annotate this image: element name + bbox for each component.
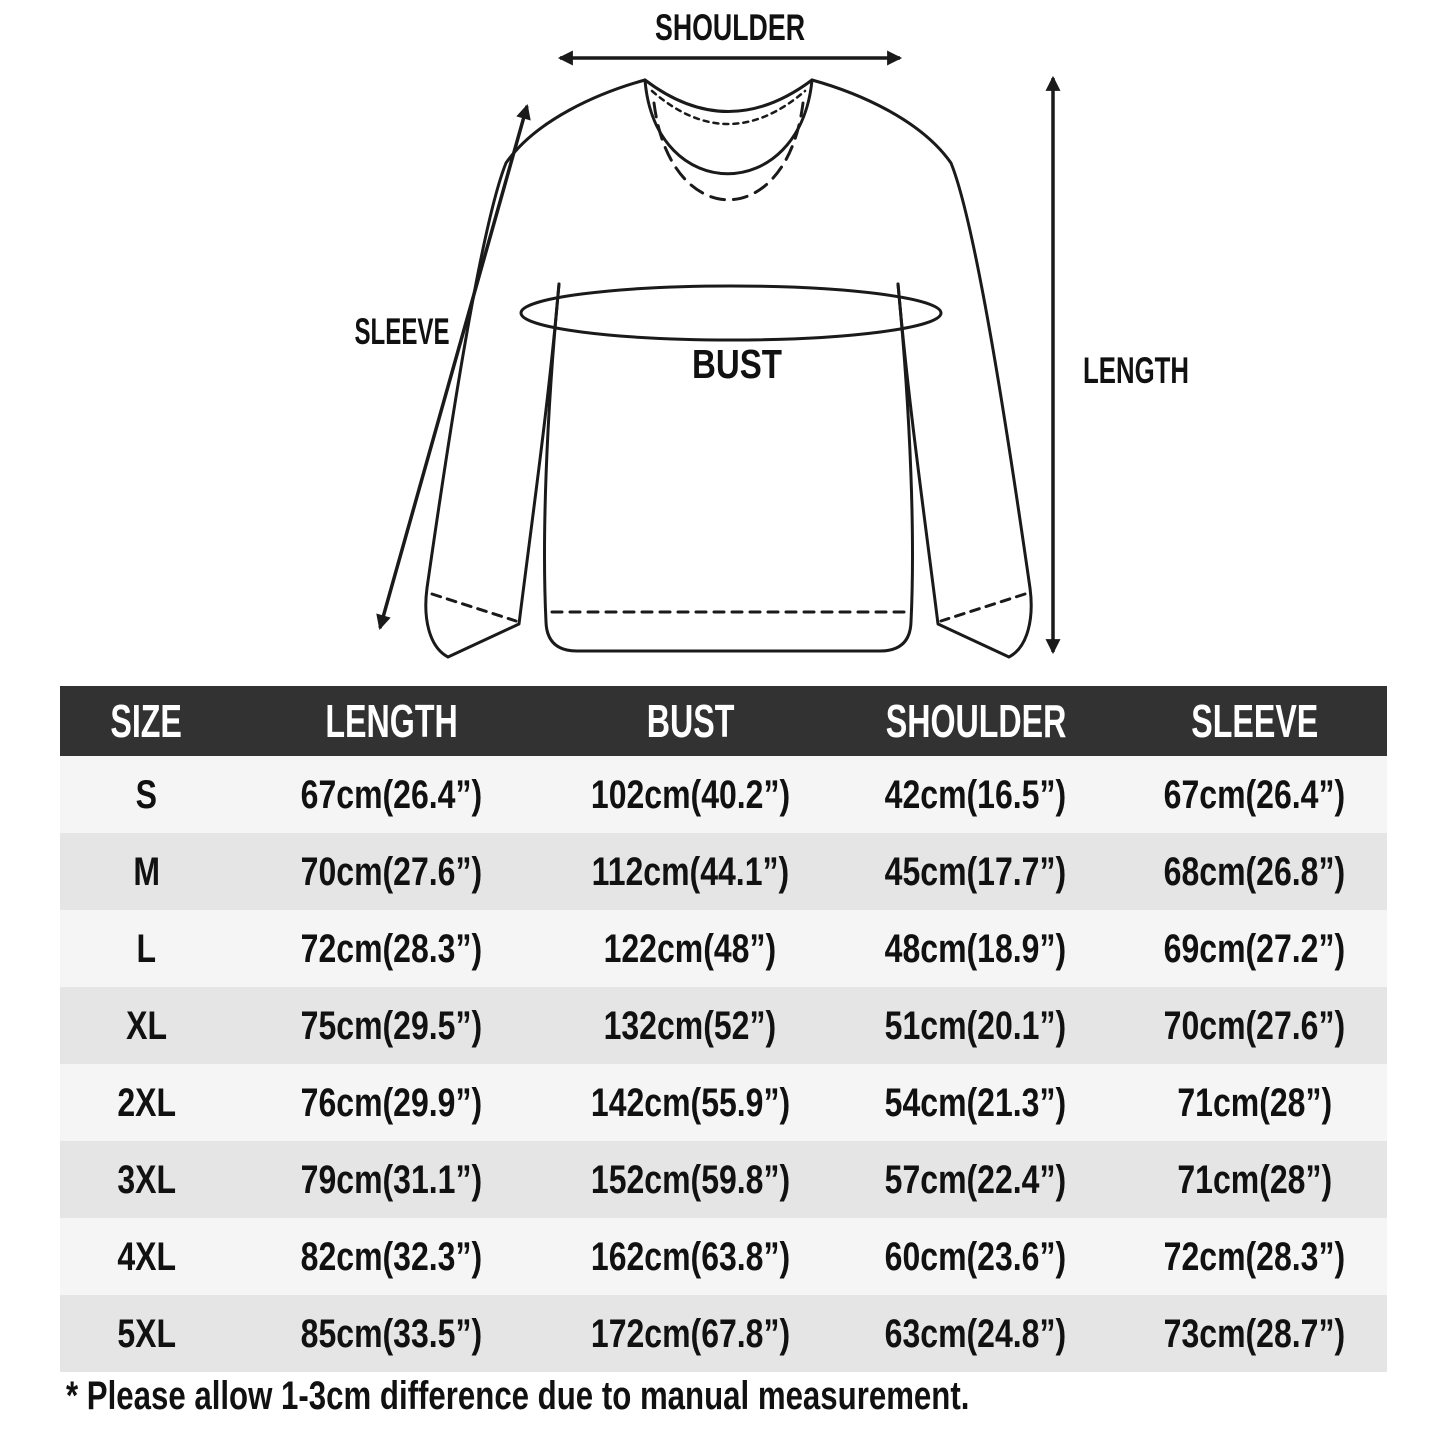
- header-cell-sleeve: SLEEVE: [1122, 698, 1387, 744]
- cell-length: 72cm(28.3”): [301, 926, 483, 971]
- cell-shoulder: 45cm(17.7”): [884, 849, 1067, 894]
- table-row: 5XL 85cm(33.5”) 172cm(67.8”) 63cm(24.8”)…: [60, 1295, 1387, 1372]
- cell-length: 70cm(27.6”): [301, 849, 483, 894]
- measurement-note: * Please allow 1-3cm difference due to m…: [66, 1374, 1224, 1418]
- cell-shoulder: 51cm(20.1”): [884, 1003, 1067, 1048]
- cell-size: 2XL: [116, 1080, 176, 1125]
- front-neckline: [643, 78, 814, 176]
- header-cell-bust: BUST: [551, 698, 830, 744]
- cell-sleeve: 68cm(26.8”): [1163, 849, 1345, 894]
- table-row: XL 75cm(29.5”) 132cm(52”) 51cm(20.1”) 70…: [60, 987, 1387, 1064]
- table-body: S 67cm(26.4”) 102cm(40.2”) 42cm(16.5”) 6…: [60, 756, 1387, 1372]
- cell-sleeve: 71cm(28”): [1176, 1080, 1332, 1125]
- cell-sleeve: 70cm(27.6”): [1163, 1003, 1345, 1048]
- cell-size: 3XL: [116, 1157, 176, 1202]
- cell-sleeve: 69cm(27.2”): [1163, 926, 1345, 971]
- header-cell-size: SIZE: [60, 698, 233, 744]
- cell-sleeve: 67cm(26.4”): [1163, 772, 1345, 817]
- cell-shoulder: 54cm(21.3”): [884, 1080, 1067, 1125]
- cell-bust: 122cm(48”): [604, 926, 777, 971]
- cell-bust: 112cm(44.1”): [591, 849, 790, 894]
- header-shoulder-label: SHOULDER: [885, 695, 1066, 747]
- cell-shoulder: 60cm(23.6”): [884, 1234, 1067, 1279]
- cell-size: M: [132, 849, 160, 894]
- table-row: 2XL 76cm(29.9”) 142cm(55.9”) 54cm(21.3”)…: [60, 1064, 1387, 1141]
- cell-size: 4XL: [116, 1234, 176, 1279]
- cell-sleeve: 72cm(28.3”): [1163, 1234, 1345, 1279]
- right-sleeve-outline: [810, 78, 1033, 659]
- cell-length: 79cm(31.1”): [301, 1157, 483, 1202]
- cell-shoulder: 57cm(22.4”): [884, 1157, 1067, 1202]
- header-length-label: LENGTH: [325, 695, 458, 747]
- cell-bust: 142cm(55.9”): [590, 1080, 790, 1125]
- shoulder-label: SHOULDER: [655, 7, 805, 48]
- header-cell-length: LENGTH: [233, 698, 551, 744]
- right-cuff-seam-dashed: [939, 592, 1027, 623]
- table-row: 3XL 79cm(31.1”) 152cm(59.8”) 57cm(22.4”)…: [60, 1141, 1387, 1218]
- body-outline: [543, 282, 914, 653]
- measurement-note-text: * Please allow 1-3cm difference due to m…: [66, 1374, 970, 1418]
- cell-length: 67cm(26.4”): [301, 772, 483, 817]
- sleeve-label: SLEEVE: [355, 311, 450, 352]
- cell-sleeve: 73cm(28.7”): [1163, 1311, 1345, 1356]
- cell-shoulder: 42cm(16.5”): [884, 772, 1067, 817]
- cell-size: 5XL: [116, 1311, 176, 1356]
- header-size-label: SIZE: [110, 695, 183, 747]
- size-table: SIZE LENGTH BUST SHOULDER SLEEVE S 67cm(…: [60, 686, 1387, 1372]
- back-neck-curve: [643, 78, 814, 113]
- header-bust-label: BUST: [646, 695, 735, 747]
- table-row: M 70cm(27.6”) 112cm(44.1”) 45cm(17.7”) 6…: [60, 833, 1387, 910]
- cell-bust: 102cm(40.2”): [590, 772, 790, 817]
- cell-bust: 152cm(59.8”): [590, 1157, 790, 1202]
- table-header-row: SIZE LENGTH BUST SHOULDER SLEEVE: [60, 686, 1387, 756]
- cell-shoulder: 48cm(18.9”): [884, 926, 1067, 971]
- sleeve-arrow: [376, 103, 531, 631]
- back-neck-seam-dashed: [650, 89, 807, 126]
- cell-bust: 172cm(67.8”): [590, 1311, 790, 1356]
- cell-size: L: [136, 926, 157, 971]
- cell-size: S: [135, 772, 157, 817]
- table-row: S 67cm(26.4”) 102cm(40.2”) 42cm(16.5”) 6…: [60, 756, 1387, 833]
- table-row: 4XL 82cm(32.3”) 162cm(63.8”) 60cm(23.6”)…: [60, 1218, 1387, 1295]
- cell-length: 76cm(29.9”): [301, 1080, 483, 1125]
- measurement-arrows: [376, 50, 1061, 655]
- header-cell-shoulder: SHOULDER: [830, 698, 1122, 744]
- table-row: L 72cm(28.3”) 122cm(48”) 48cm(18.9”) 69c…: [60, 910, 1387, 987]
- cell-bust: 162cm(63.8”): [590, 1234, 790, 1279]
- header-sleeve-label: SLEEVE: [1190, 695, 1318, 747]
- cell-bust: 132cm(52”): [604, 1003, 777, 1048]
- cell-size: XL: [125, 1003, 167, 1048]
- cell-shoulder: 63cm(24.8”): [884, 1311, 1067, 1356]
- cell-sleeve: 71cm(28”): [1176, 1157, 1332, 1202]
- cell-length: 85cm(33.5”): [301, 1311, 483, 1356]
- collar-seam-dashed: [652, 101, 805, 202]
- cell-length: 75cm(29.5”): [301, 1003, 483, 1048]
- length-label: LENGTH: [1083, 350, 1189, 391]
- cell-length: 82cm(32.3”): [301, 1234, 483, 1279]
- bust-label: BUST: [692, 341, 782, 387]
- sweater-measurement-diagram: SHOULDER SLEEVE BUST LENGTH: [355, 7, 1189, 659]
